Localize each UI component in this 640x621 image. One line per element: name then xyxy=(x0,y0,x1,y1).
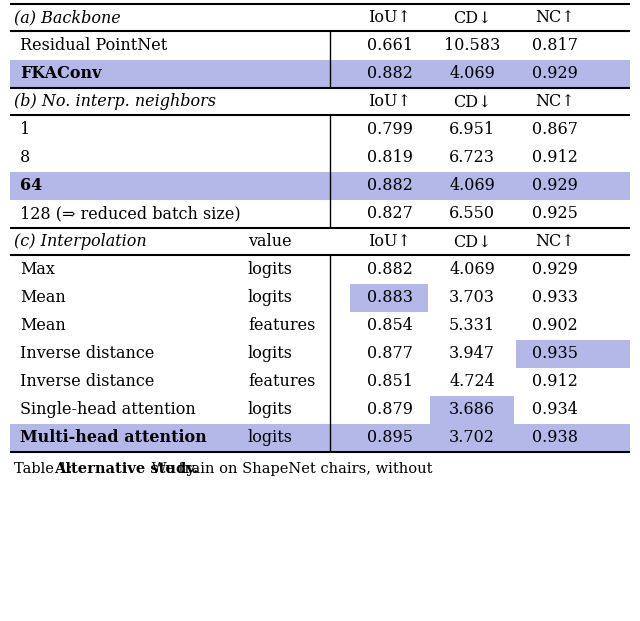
Text: 3.703: 3.703 xyxy=(449,289,495,307)
Text: 0.929: 0.929 xyxy=(532,261,578,278)
Text: 0.929: 0.929 xyxy=(532,65,578,83)
Text: Multi-head attention: Multi-head attention xyxy=(20,430,207,446)
Text: FKAConv: FKAConv xyxy=(20,65,102,83)
Bar xyxy=(10,60,630,88)
Text: 3.702: 3.702 xyxy=(449,430,495,446)
Text: 0.877: 0.877 xyxy=(367,345,413,363)
Text: 0.912: 0.912 xyxy=(532,150,578,166)
Text: 0.934: 0.934 xyxy=(532,402,578,419)
Text: 64: 64 xyxy=(20,178,42,194)
Text: 0.935: 0.935 xyxy=(532,345,578,363)
Text: 0.882: 0.882 xyxy=(367,65,413,83)
Text: Table 1:: Table 1: xyxy=(14,462,77,476)
Text: 0.879: 0.879 xyxy=(367,402,413,419)
Text: features: features xyxy=(248,373,316,391)
Text: 6.723: 6.723 xyxy=(449,150,495,166)
Text: 128 (⇒ reduced batch size): 128 (⇒ reduced batch size) xyxy=(20,206,241,222)
Text: logits: logits xyxy=(248,289,293,307)
Text: 0.817: 0.817 xyxy=(532,37,578,55)
Text: 1: 1 xyxy=(20,122,30,138)
Text: Mean: Mean xyxy=(20,289,66,307)
Text: 3.947: 3.947 xyxy=(449,345,495,363)
Text: 3.686: 3.686 xyxy=(449,402,495,419)
Text: 0.882: 0.882 xyxy=(367,261,413,278)
Text: 6.951: 6.951 xyxy=(449,122,495,138)
Text: 0.912: 0.912 xyxy=(532,373,578,391)
Text: 0.895: 0.895 xyxy=(367,430,413,446)
Text: CD↓: CD↓ xyxy=(453,233,491,250)
Text: Mean: Mean xyxy=(20,317,66,335)
Text: 10.583: 10.583 xyxy=(444,37,500,55)
Text: 4.069: 4.069 xyxy=(449,178,495,194)
Text: 5.331: 5.331 xyxy=(449,317,495,335)
Text: NC↑: NC↑ xyxy=(535,233,575,250)
Text: CD↓: CD↓ xyxy=(453,9,491,27)
Bar xyxy=(430,396,514,424)
Text: 0.867: 0.867 xyxy=(532,122,578,138)
Text: Inverse distance: Inverse distance xyxy=(20,373,154,391)
Text: 0.883: 0.883 xyxy=(367,289,413,307)
Text: 4.069: 4.069 xyxy=(449,65,495,83)
Text: 0.661: 0.661 xyxy=(367,37,413,55)
Text: features: features xyxy=(248,317,316,335)
Bar xyxy=(350,284,428,312)
Text: IoU↑: IoU↑ xyxy=(369,9,412,27)
Text: CD↓: CD↓ xyxy=(453,94,491,111)
Text: IoU↑: IoU↑ xyxy=(369,94,412,111)
Text: 4.069: 4.069 xyxy=(449,261,495,278)
Text: Residual PointNet: Residual PointNet xyxy=(20,37,167,55)
Text: We train on ShapeNet chairs, without: We train on ShapeNet chairs, without xyxy=(147,462,433,476)
Text: Alternative study.: Alternative study. xyxy=(54,462,198,476)
Text: (a) Backbone: (a) Backbone xyxy=(14,9,121,27)
Text: (b) No. interp. neighbors: (b) No. interp. neighbors xyxy=(14,94,216,111)
Text: Inverse distance: Inverse distance xyxy=(20,345,154,363)
Text: 0.827: 0.827 xyxy=(367,206,413,222)
Bar xyxy=(10,424,630,452)
Text: 0.854: 0.854 xyxy=(367,317,413,335)
Text: 6.550: 6.550 xyxy=(449,206,495,222)
Text: 0.933: 0.933 xyxy=(532,289,578,307)
Text: logits: logits xyxy=(248,430,293,446)
Text: 0.938: 0.938 xyxy=(532,430,578,446)
Text: logits: logits xyxy=(248,345,293,363)
Text: 0.929: 0.929 xyxy=(532,178,578,194)
Text: 4.724: 4.724 xyxy=(449,373,495,391)
Text: (c) Interpolation: (c) Interpolation xyxy=(14,233,147,250)
Text: Single-head attention: Single-head attention xyxy=(20,402,196,419)
Bar xyxy=(516,340,630,368)
Text: value: value xyxy=(248,233,292,250)
Text: 0.882: 0.882 xyxy=(367,178,413,194)
Text: 0.902: 0.902 xyxy=(532,317,578,335)
Bar xyxy=(10,172,630,200)
Text: NC↑: NC↑ xyxy=(535,94,575,111)
Text: logits: logits xyxy=(248,402,293,419)
Text: NC↑: NC↑ xyxy=(535,9,575,27)
Text: 8: 8 xyxy=(20,150,30,166)
Text: Max: Max xyxy=(20,261,55,278)
Text: 0.819: 0.819 xyxy=(367,150,413,166)
Text: IoU↑: IoU↑ xyxy=(369,233,412,250)
Text: 0.851: 0.851 xyxy=(367,373,413,391)
Text: logits: logits xyxy=(248,261,293,278)
Text: 0.799: 0.799 xyxy=(367,122,413,138)
Text: 0.925: 0.925 xyxy=(532,206,578,222)
